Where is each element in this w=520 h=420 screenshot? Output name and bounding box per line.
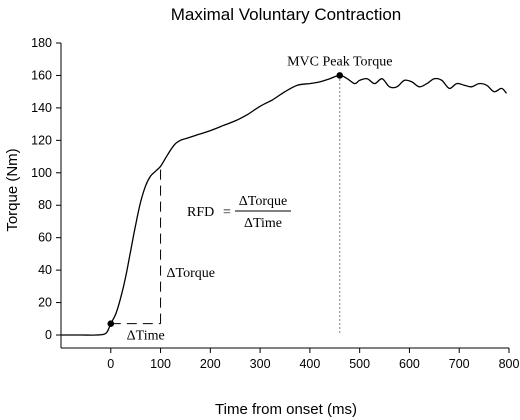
peak-label: MVC Peak Torque <box>287 54 392 69</box>
axes <box>60 43 509 349</box>
y-tick-label: 100 <box>31 166 52 180</box>
marker-points <box>107 72 344 327</box>
chart-title: Maximal Voluntary Contraction <box>171 5 402 24</box>
y-tick-label: 0 <box>45 328 52 342</box>
delta-torque-label: ΔTorque <box>167 266 215 281</box>
y-ticks: 0 20 40 60 80 100 120 140 160 180 <box>31 36 61 342</box>
x-tick-label: 0 <box>107 357 114 371</box>
y-tick-label: 60 <box>38 231 52 245</box>
rfd-formula: RFD = ΔTorque ΔTime <box>187 194 291 231</box>
x-tick-label: 700 <box>449 357 470 371</box>
x-ticks: 0 100 200 300 400 500 600 700 800 <box>107 348 519 371</box>
x-tick-label: 100 <box>150 357 171 371</box>
y-tick-label: 180 <box>31 36 52 50</box>
x-tick-label: 500 <box>349 357 370 371</box>
delta-time-label: ΔTime <box>127 329 165 344</box>
x-tick-label: 800 <box>499 357 520 371</box>
rfd-lhs: RFD <box>187 205 214 220</box>
y-axis-label: Torque (Nm) <box>4 148 21 231</box>
y-tick-label: 20 <box>38 296 52 310</box>
y-tick-label: 140 <box>31 101 52 115</box>
marker-point <box>107 320 115 327</box>
guides <box>110 75 341 336</box>
y-tick-label: 120 <box>31 133 52 147</box>
rfd-numerator: ΔTorque <box>239 194 287 209</box>
marker-point <box>336 72 344 79</box>
rfd-equals: = <box>223 205 231 220</box>
torque-series-line <box>61 74 507 336</box>
rfd-denominator: ΔTime <box>244 216 282 231</box>
y-tick-label: 40 <box>38 263 52 277</box>
x-axis-label: Time from onset (ms) <box>215 401 357 418</box>
x-tick-label: 200 <box>200 357 221 371</box>
y-tick-label: 160 <box>31 68 52 82</box>
y-tick-label: 80 <box>38 198 52 212</box>
x-tick-label: 300 <box>250 357 271 371</box>
x-tick-label: 600 <box>399 357 420 371</box>
x-tick-label: 400 <box>299 357 320 371</box>
